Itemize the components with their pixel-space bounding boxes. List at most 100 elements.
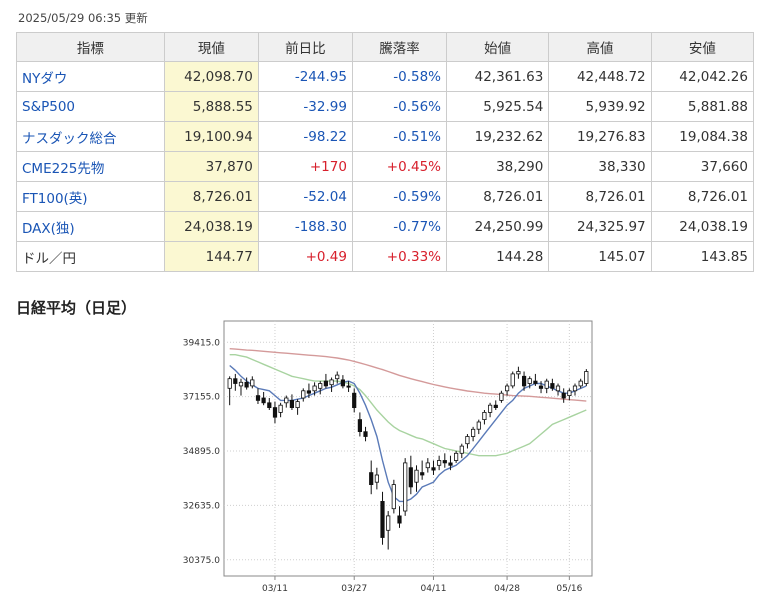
candle-body — [499, 392, 504, 401]
candle-body — [538, 385, 544, 389]
column-header-change: 前日比 — [257, 32, 353, 62]
moving-average-long-line — [229, 348, 587, 402]
candle-body — [233, 378, 238, 384]
candle-body — [227, 378, 232, 389]
index-link[interactable]: ナスダック総合 — [22, 130, 117, 147]
candle-body — [555, 385, 561, 392]
candle-body — [306, 390, 311, 394]
candle-body — [561, 392, 566, 399]
high-value-cell: 42,448.72 — [548, 61, 652, 92]
moving-average-short-line — [229, 364, 587, 503]
candle-body — [408, 467, 413, 488]
table-row: DAX(独) 24,038.19 -188.30 -0.77% 24,250.99 24,… — [16, 211, 755, 242]
high-value-cell: 24,325.97 — [548, 211, 652, 242]
candle-body — [516, 371, 521, 375]
change-value-cell: +0.49 — [257, 241, 353, 272]
index-name-cell: FT100(英) — [16, 181, 165, 212]
index-name-cell: NYダウ — [16, 61, 165, 92]
column-header-rate: 騰落率 — [351, 32, 448, 62]
candle-body — [527, 378, 532, 384]
candle-body — [295, 401, 300, 408]
candle-body — [459, 445, 464, 454]
low-value-cell: 8,726.01 — [650, 181, 755, 212]
candle-body — [352, 392, 357, 408]
open-value-cell: 5,925.54 — [445, 91, 550, 122]
rate-value-cell: +0.45% — [351, 151, 448, 182]
market-indices-table: 指標 現値 前日比 騰落率 始値 高値 安値 NYダウ 42,098.70 -244… — [16, 32, 755, 272]
table-row: NYダウ 42,098.70 -244.95 -0.58% 42,361.63 42,44… — [16, 61, 755, 92]
y-tick-label: 37155.0 — [183, 393, 220, 403]
table-row: CME225先物 37,870 +170 +0.45% 38,290 38,330 37,6… — [16, 151, 755, 182]
table-row: ナスダック総合 19,100.94 -98.22 -0.51% 19,232.62 19,… — [16, 121, 755, 152]
candle-body — [403, 462, 408, 512]
change-value-cell: -98.22 — [257, 121, 353, 152]
open-value-cell: 38,290 — [445, 151, 550, 182]
high-value-cell: 5,939.92 — [548, 91, 652, 122]
open-value-cell: 42,361.63 — [445, 61, 550, 92]
candle-body — [278, 404, 283, 413]
candle-body — [572, 385, 578, 392]
table-header-row: 指標 現値 前日比 騰落率 始値 高値 安値 — [16, 32, 755, 62]
candle-body — [414, 469, 419, 483]
rate-value-cell: -0.77% — [351, 211, 448, 242]
index-link[interactable]: DAX(独) — [22, 220, 75, 237]
index-link[interactable]: S&P500 — [22, 98, 76, 115]
candle-body — [544, 380, 549, 389]
candle-body — [323, 380, 328, 387]
y-tick-label: 34895.0 — [183, 447, 220, 457]
candle-body — [250, 379, 255, 387]
rate-value-cell: -0.59% — [351, 181, 448, 212]
candle-body — [318, 383, 323, 389]
rate-value-cell: +0.33% — [351, 241, 448, 272]
nikkei-chart-svg: 39415.0 37155.0 34895.0 32635.0 30375.0 03/11… — [183, 320, 593, 594]
index-link[interactable]: CME225先物 — [22, 160, 105, 177]
candle-body — [550, 383, 555, 389]
y-tick-label: 30375.0 — [183, 556, 220, 566]
candle-body — [584, 371, 589, 384]
current-value-cell: 144.77 — [163, 241, 259, 272]
moving-average-mid-line — [229, 354, 587, 457]
candle-body — [442, 460, 447, 464]
candle-body — [244, 381, 249, 388]
table-row: S&P500 5,888.55 -32.99 -0.56% 5,925.54 5,939.… — [16, 91, 755, 122]
index-name-cell: CME225先物 — [16, 151, 165, 182]
index-link[interactable]: NYダウ — [22, 70, 68, 87]
rate-value-cell: -0.58% — [351, 61, 448, 92]
open-value-cell: 19,232.62 — [445, 121, 550, 152]
x-tick-label: 03/11 — [262, 584, 288, 594]
candle-body — [533, 380, 538, 384]
current-value-cell: 42,098.70 — [163, 61, 259, 92]
candle-body — [476, 421, 481, 430]
column-header-high: 高値 — [548, 32, 652, 62]
candle-body — [238, 381, 244, 387]
current-value-cell: 19,100.94 — [163, 121, 259, 152]
candle-body — [397, 515, 402, 524]
candle-body — [380, 500, 385, 538]
y-tick-label: 39415.0 — [183, 338, 220, 348]
change-value-cell: +170 — [257, 151, 353, 182]
open-value-cell: 24,250.99 — [445, 211, 550, 242]
candle-body — [255, 395, 261, 401]
low-value-cell: 143.85 — [650, 241, 755, 272]
low-value-cell: 5,881.88 — [650, 91, 755, 122]
candle-body — [567, 390, 572, 397]
candle-body — [431, 467, 436, 471]
candle-body — [425, 462, 430, 469]
index-link[interactable]: FT100(英) — [22, 190, 88, 207]
candle-body — [420, 472, 425, 476]
candle-body — [284, 397, 289, 404]
change-value-cell: -188.30 — [257, 211, 353, 242]
candle-body — [374, 474, 379, 483]
current-value-cell: 5,888.55 — [163, 91, 259, 122]
candle-body — [493, 404, 498, 408]
candle-body — [470, 428, 476, 437]
candle-body — [261, 397, 266, 404]
table-row: FT100(英) 8,726.01 -52.04 -0.59% 8,726.01 8,72… — [16, 181, 755, 212]
candle-body — [312, 385, 317, 392]
low-value-cell: 24,038.19 — [650, 211, 755, 242]
x-tick-label: 03/27 — [341, 584, 367, 594]
rate-value-cell: -0.56% — [351, 91, 448, 122]
index-name-cell: S&P500 — [16, 91, 165, 122]
open-value-cell: 8,726.01 — [445, 181, 550, 212]
low-value-cell: 42,042.26 — [650, 61, 755, 92]
